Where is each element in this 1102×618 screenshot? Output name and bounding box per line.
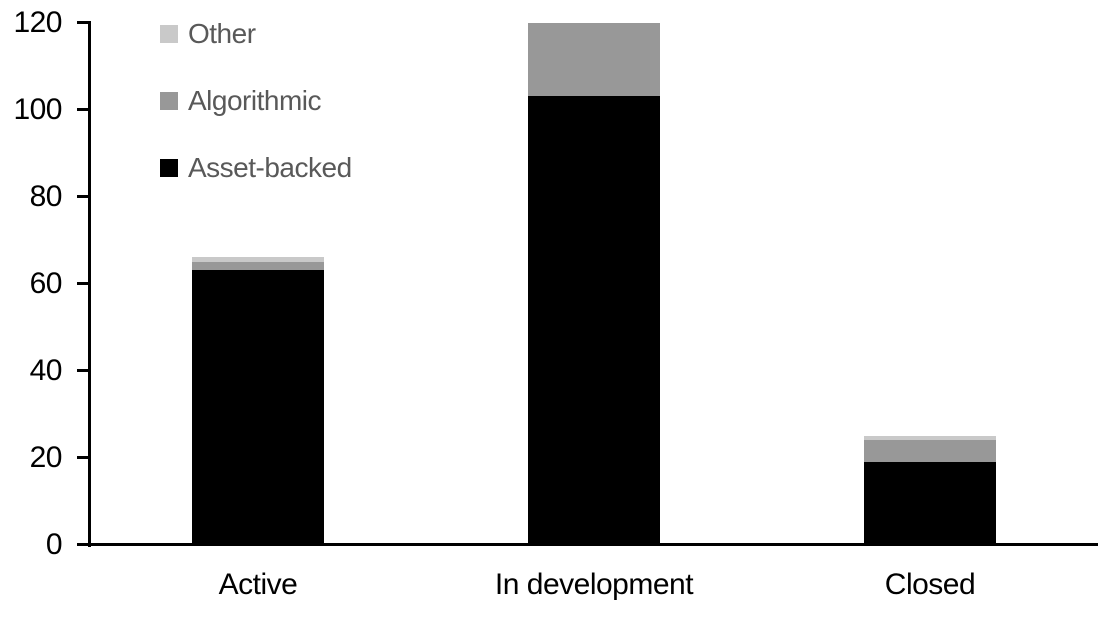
legend-swatch-asset-backed — [160, 159, 178, 177]
bar-segment-asset-backed — [192, 270, 324, 545]
y-tick-label: 40 — [29, 353, 63, 387]
legend-swatch-algorithmic — [160, 92, 178, 110]
legend: Other Algorithmic Asset-backed — [160, 18, 352, 225]
bar-segment-algorithmic — [192, 261, 324, 271]
legend-label-algorithmic: Algorithmic — [188, 85, 321, 116]
bar-segment-algorithmic — [864, 440, 996, 462]
bar-segment-algorithmic — [528, 22, 660, 97]
x-axis-line — [88, 543, 1098, 546]
y-tick — [77, 456, 90, 459]
y-tick-label: 80 — [29, 179, 63, 213]
legend-item-other: Other — [160, 18, 352, 49]
y-tick — [77, 21, 90, 24]
bar-segment-other — [864, 435, 996, 441]
legend-item-algorithmic: Algorithmic — [160, 85, 352, 116]
bar-segment-asset-backed — [528, 96, 660, 545]
bar-segment-other — [192, 257, 324, 262]
y-tick — [77, 108, 90, 111]
legend-item-asset-backed: Asset-backed — [160, 152, 352, 183]
y-tick-label: 60 — [29, 266, 63, 300]
legend-label-other: Other — [188, 18, 256, 49]
y-tick-label: 20 — [29, 440, 63, 474]
y-tick — [77, 543, 90, 546]
y-tick — [77, 195, 90, 198]
y-tick-label: 120 — [13, 5, 62, 39]
y-tick-label: 100 — [13, 92, 62, 126]
legend-label-asset-backed: Asset-backed — [188, 152, 352, 183]
y-tick-label: 0 — [45, 527, 63, 561]
bar-segment-asset-backed — [864, 461, 996, 545]
legend-swatch-other — [160, 25, 178, 43]
y-tick — [77, 282, 90, 285]
y-tick — [77, 369, 90, 372]
x-category-label: In development — [494, 568, 694, 601]
x-category-label: Closed — [884, 568, 976, 601]
y-axis-line — [88, 21, 91, 547]
x-category-label: Active — [218, 568, 298, 601]
